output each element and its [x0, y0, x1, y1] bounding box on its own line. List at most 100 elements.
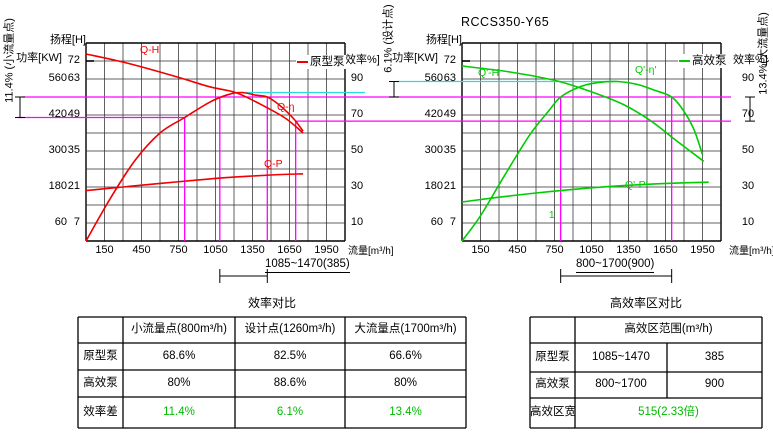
- flow-tick-label: 450: [508, 244, 527, 256]
- drawing-title: RCCS350-Y65: [461, 15, 550, 29]
- head-tick-label: 72: [67, 54, 80, 66]
- table-header-cell: 小流量点(800m³/h): [131, 323, 227, 335]
- head-tick-label: 35: [443, 144, 456, 156]
- right-flow-axis-title: 流量[m³/h]: [729, 246, 773, 257]
- table-row-header: 效率差: [83, 405, 118, 418]
- curve-label-qp: Q-P: [264, 158, 283, 170]
- legend-line-red-icon: [297, 60, 308, 63]
- table-row-header: 高效泵: [535, 378, 570, 390]
- head-tick-label: 49: [443, 108, 456, 120]
- power-tick-label: 180: [424, 180, 443, 192]
- curve-label-qh2: Q'-H: [478, 67, 500, 79]
- eff-tick-label: 50: [741, 144, 755, 156]
- eff-tick-label: 70: [350, 108, 364, 120]
- eff-tick-label: 30: [350, 180, 364, 192]
- power-tick-label: 300: [48, 144, 67, 156]
- flow-tick-label: 1050: [203, 244, 228, 256]
- table-cell: 1085~1470: [592, 350, 650, 363]
- head-tick-label: 35: [67, 144, 80, 156]
- curve-Q'-η': [461, 80, 704, 242]
- right-legend-label: 高效泵: [692, 55, 727, 67]
- eff-tick-label: 90: [350, 72, 364, 84]
- flow-tick-label: 150: [95, 244, 114, 256]
- curve-Q'-H: [461, 65, 705, 162]
- eff-tick-label: 50: [350, 144, 364, 156]
- left-eff-axis-title: 效率%]: [345, 54, 380, 66]
- head-tick-label: 7: [73, 216, 80, 228]
- table-cell: 800~1700: [595, 378, 647, 390]
- dim-label-large-flow: 13.4%(大流量点): [757, 12, 770, 95]
- table-header-cell: 大流量点(1700m³/h): [354, 323, 457, 335]
- table-row-header: 高效区宽: [530, 406, 576, 418]
- eff-tick-label: 90: [741, 72, 755, 84]
- flow-tick-label: 1650: [653, 244, 678, 256]
- table-cell: 82.5%: [273, 349, 307, 362]
- head-tick-label: 63: [67, 72, 80, 84]
- eff-tick-label: 10: [350, 216, 364, 228]
- table-row-header: 原型泵: [535, 350, 570, 363]
- table-cell: 68.6%: [162, 349, 196, 362]
- curve-Q'-P': [461, 181, 709, 203]
- flow-tick-label: 1950: [314, 244, 339, 256]
- table-cell: 11.4%: [163, 405, 195, 418]
- table-header-cell: 设计点(1260m³/h): [244, 323, 336, 335]
- curve-label-qp2: Q'-P': [625, 179, 648, 191]
- curve-label-qeta: Q-η: [277, 101, 295, 113]
- flow-tick-label: 450: [132, 244, 151, 256]
- left-legend-label: 原型泵: [310, 56, 345, 68]
- table-header-cell: 高效区范围(m³/h): [624, 323, 713, 335]
- head-tick-label: 21: [67, 180, 80, 192]
- left-range-label: 1085~1470(385): [265, 258, 350, 273]
- eff-tick-label: 30: [741, 180, 755, 192]
- right-legend: 高效泵: [678, 54, 728, 68]
- flow-tick-label: 1350: [616, 244, 641, 256]
- head-tick-label: 21: [443, 180, 456, 192]
- head-tick-label: 63: [443, 72, 456, 84]
- table-row-header: 高效泵: [83, 376, 118, 389]
- curve-label-qeta2: Q'-η': [635, 64, 657, 76]
- head-tick-label: 7: [449, 216, 456, 228]
- curve-label-qh: Q-H: [140, 44, 160, 56]
- table-cell: 385: [704, 350, 725, 363]
- power-tick-label: 420: [48, 108, 67, 120]
- table-cell: 88.6%: [273, 376, 307, 389]
- curve-Q-P: [85, 173, 304, 192]
- flow-tick-label: 1350: [240, 244, 265, 256]
- right-head-axis-title: 扬程[H]: [425, 34, 462, 46]
- table-cell: 80%: [167, 376, 191, 389]
- dim-label-design: 6.1% (设计点): [382, 4, 395, 73]
- power-tick-label: 560: [424, 72, 443, 84]
- left-head-axis-title: 扬程[H]: [49, 34, 86, 46]
- right-power-axis-title: 功率[KW]: [392, 52, 438, 64]
- power-tick-label: 60: [54, 216, 67, 228]
- flow-tick-label: 1050: [579, 244, 604, 256]
- table-cell: 6.1%: [276, 405, 304, 418]
- table-cell: 80%: [393, 376, 418, 389]
- right-range-label: 800~1700(900): [576, 258, 655, 273]
- head-tick-label: 72: [443, 54, 456, 66]
- left-flow-axis-title: 流量[m³/h]: [348, 246, 394, 257]
- flow-tick-label: 150: [471, 244, 490, 256]
- table-cell: 515(2.33倍): [638, 406, 699, 418]
- flow-tick-label: 1650: [277, 244, 302, 256]
- table-cell: 66.6%: [389, 349, 422, 362]
- flow-tick-label: 750: [545, 244, 564, 256]
- head-tick-label: 49: [67, 108, 80, 120]
- power-tick-label: 180: [48, 180, 67, 192]
- power-tick-label: 420: [424, 108, 443, 120]
- table-row-header: 原型泵: [83, 349, 118, 362]
- power-tick-label: 560: [48, 72, 67, 84]
- flow-tick-label: 1950: [690, 244, 715, 256]
- efficiency-table-title: 效率对比: [247, 296, 296, 310]
- zone-table-title: 高效率区对比: [609, 296, 682, 310]
- left-power-axis-title: 功率[KW]: [16, 52, 62, 64]
- table-cell: 900: [704, 378, 725, 390]
- flow-tick-label: 750: [169, 244, 188, 256]
- dim-label-small-flow: 11.4% (小流量点): [3, 18, 16, 103]
- left-legend: 原型泵: [296, 55, 346, 69]
- legend-line-green-icon: [679, 59, 690, 62]
- right-eff-axis-title: 效率%]: [733, 54, 768, 66]
- table-cell: 13.4%: [389, 405, 422, 418]
- power-tick-label: 60: [430, 216, 443, 228]
